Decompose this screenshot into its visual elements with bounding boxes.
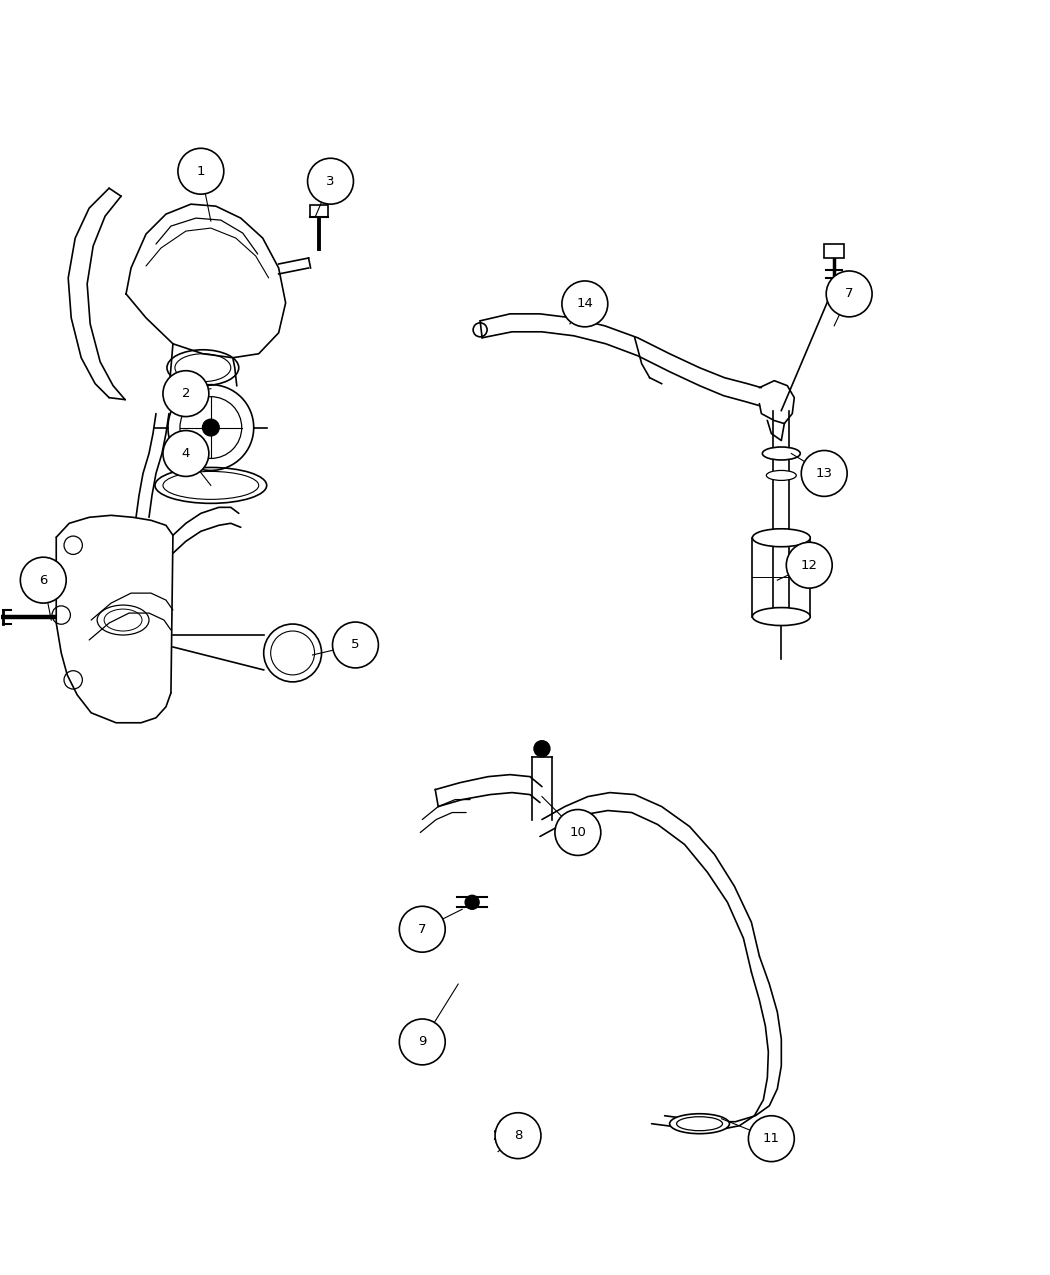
Text: 10: 10 — [569, 826, 586, 839]
Circle shape — [465, 895, 479, 909]
Circle shape — [163, 431, 209, 477]
Text: 1: 1 — [196, 164, 205, 177]
Circle shape — [554, 810, 601, 856]
Text: 9: 9 — [418, 1035, 426, 1048]
Circle shape — [534, 741, 550, 756]
Text: 8: 8 — [513, 1130, 522, 1142]
Ellipse shape — [753, 608, 811, 626]
FancyBboxPatch shape — [310, 205, 328, 217]
Circle shape — [20, 557, 66, 603]
Circle shape — [399, 907, 445, 952]
Circle shape — [496, 1113, 541, 1159]
Text: 6: 6 — [39, 574, 47, 586]
Ellipse shape — [766, 470, 796, 481]
Ellipse shape — [670, 1114, 730, 1133]
Text: 13: 13 — [816, 467, 833, 479]
Circle shape — [399, 1019, 445, 1065]
Circle shape — [786, 542, 833, 588]
Text: 14: 14 — [576, 297, 593, 310]
Text: 3: 3 — [327, 175, 335, 187]
Ellipse shape — [753, 529, 811, 547]
Text: 12: 12 — [801, 558, 818, 571]
Circle shape — [177, 148, 224, 194]
Ellipse shape — [762, 448, 800, 460]
FancyBboxPatch shape — [824, 244, 844, 258]
Text: 4: 4 — [182, 448, 190, 460]
Text: 11: 11 — [763, 1132, 780, 1145]
Circle shape — [333, 622, 378, 668]
Text: 7: 7 — [845, 287, 854, 301]
Circle shape — [203, 419, 219, 436]
Circle shape — [499, 1118, 511, 1131]
Text: 5: 5 — [351, 639, 360, 652]
Circle shape — [826, 272, 873, 317]
Circle shape — [801, 450, 847, 496]
Circle shape — [562, 280, 608, 326]
Circle shape — [308, 158, 354, 204]
Text: 2: 2 — [182, 388, 190, 400]
Circle shape — [749, 1116, 794, 1162]
Circle shape — [163, 371, 209, 417]
Text: 7: 7 — [418, 923, 426, 936]
